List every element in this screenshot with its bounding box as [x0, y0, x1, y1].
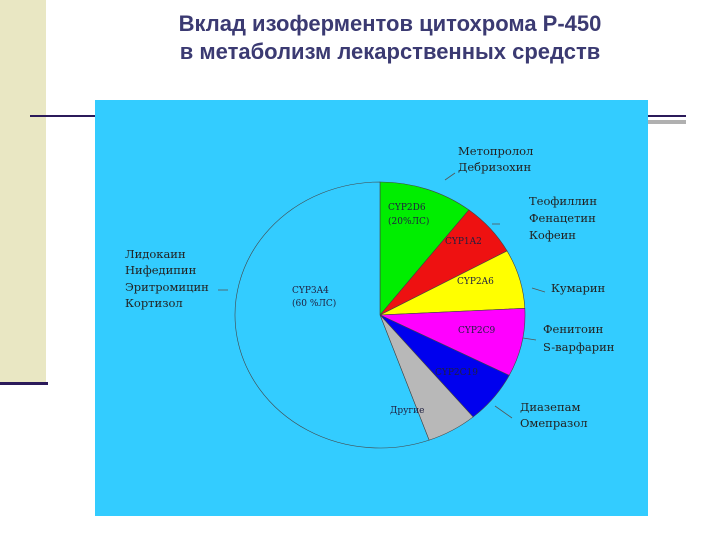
drug-label-cyp2c9-0: Фенитоин	[543, 322, 604, 336]
slice-sublabel-cyp2d6: (20%ЛС)	[388, 216, 429, 227]
leader-line-cyp2a6	[531, 287, 546, 293]
slice-label-cyp3a4: CYP3A4	[292, 286, 329, 296]
slice-label-cyp2a6: CYP2A6	[457, 277, 494, 287]
slice-label-cyp2d6: CYP2D6	[388, 203, 426, 213]
slide-title-line2: в метаболизм лекарственных средств	[179, 39, 601, 64]
slide-title: Вклад изоферментов цитохрома Р-450 в мет…	[60, 10, 720, 66]
drug-label-cyp1a2-2: Кофеин	[529, 228, 576, 242]
decorative-rule-right-gray	[648, 120, 686, 124]
slice-label-cyp2c19: CYP2C19	[435, 368, 478, 378]
slide-title-line1: Вклад изоферментов цитохрома Р-450	[178, 11, 602, 36]
drug-label-cyp3a4-2: Эритромицин	[125, 280, 209, 294]
pie-slice-cyp3a4	[234, 181, 430, 449]
slice-label-other: Другие	[390, 406, 424, 416]
decorative-left-underline	[0, 382, 48, 385]
leader-line-cyp2c9	[522, 337, 537, 341]
decorative-rule-left	[30, 115, 96, 117]
decorative-rule-right	[648, 115, 686, 117]
drug-label-cyp1a2-1: Фенацетин	[529, 211, 596, 225]
drug-label-cyp2c9-1: S-варфарин	[543, 340, 615, 354]
slice-label-cyp2c9: CYP2C9	[458, 326, 495, 336]
drug-label-cyp2c19-0: Диазепам	[520, 400, 580, 414]
drug-label-cyp2d6-1: Дебризохин	[458, 160, 531, 174]
decorative-left-bar	[0, 0, 46, 384]
slice-sublabel-cyp3a4: (60 %ЛС)	[292, 298, 336, 309]
leader-line-cyp2c19	[494, 405, 513, 419]
drug-label-cyp3a4-3: Кортизол	[125, 296, 183, 310]
drug-label-cyp3a4-1: Нифедипин	[125, 263, 197, 277]
drug-label-cyp2c19-1: Омепразол	[520, 416, 588, 430]
drug-label-cyp1a2-0: Теофиллин	[529, 194, 597, 208]
drug-label-cyp3a4-0: Лидокаин	[125, 247, 186, 261]
drug-label-cyp2d6-0: Метопролол	[458, 144, 533, 158]
pie-slice-cyp2d6	[379, 181, 470, 316]
drug-label-cyp2a6-0: Кумарин	[551, 281, 605, 295]
leader-line-cyp2d6	[444, 172, 456, 181]
slice-label-cyp1a2: CYP1A2	[445, 237, 482, 247]
